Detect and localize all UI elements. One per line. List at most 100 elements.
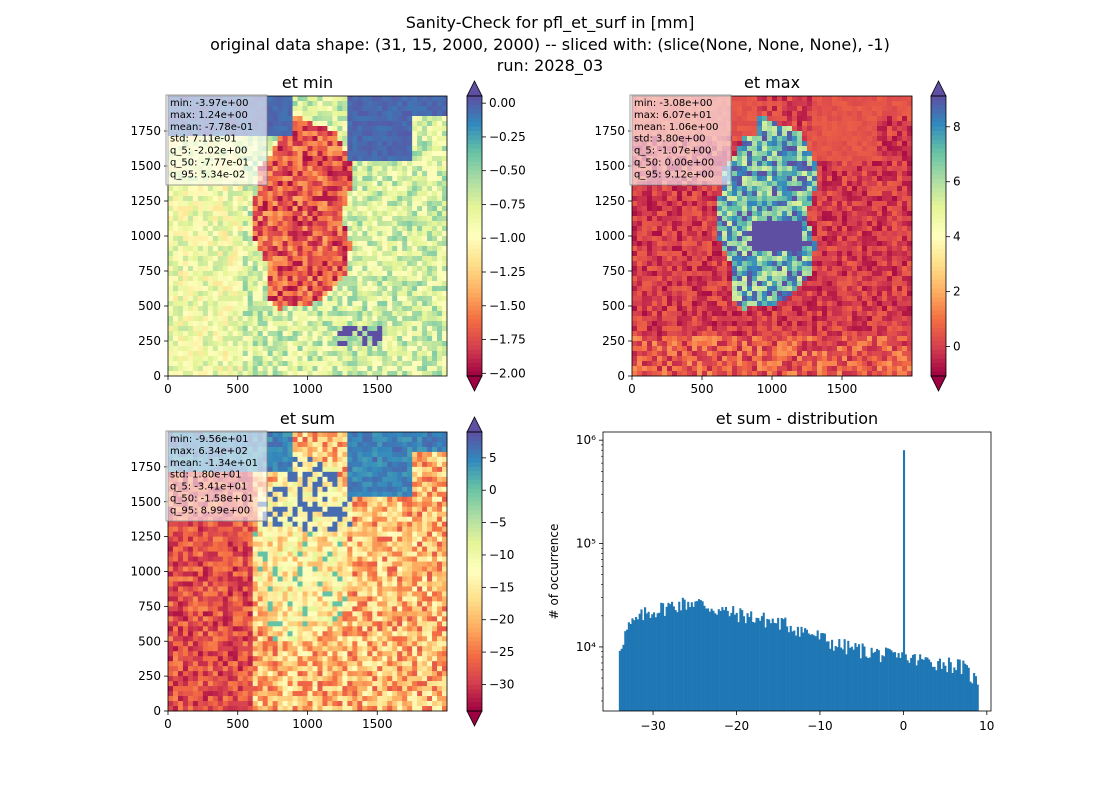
heatmap-cell <box>442 326 448 332</box>
heatmap-cell <box>257 356 264 362</box>
heatmap-cell <box>347 241 353 247</box>
heatmap-cell <box>332 106 338 112</box>
heatmap-cell <box>282 261 288 267</box>
heatmap-cell <box>822 146 828 152</box>
heatmap-cell <box>197 246 204 252</box>
heatmap-cell <box>387 351 393 357</box>
heatmap-cell <box>172 361 179 367</box>
heatmap-cell <box>302 216 308 222</box>
heatmap-cell <box>347 161 353 167</box>
heatmap-cell <box>172 371 179 377</box>
heatmap-cell <box>777 151 783 157</box>
heatmap-cell <box>687 196 693 202</box>
colorbar-segment <box>467 240 482 246</box>
heatmap-cell <box>847 96 853 102</box>
heatmap-cell <box>412 116 418 122</box>
heatmap-cell <box>837 241 843 247</box>
heatmap-cell <box>892 131 898 137</box>
heatmap-cell <box>207 351 214 357</box>
colorbar-segment <box>467 222 482 228</box>
heatmap-cell <box>302 361 308 367</box>
heatmap-cell <box>902 181 908 187</box>
heatmap-cell <box>362 346 368 352</box>
heatmap-cell <box>277 181 283 187</box>
heatmap-cell <box>777 176 783 182</box>
heatmap-cell <box>822 201 828 207</box>
heatmap-cell <box>347 136 353 142</box>
heatmap-cell <box>437 241 443 247</box>
heatmap-cell <box>792 171 798 177</box>
heatmap-cell <box>632 186 638 192</box>
heatmap-cell <box>352 301 358 307</box>
heatmap-cell <box>782 121 788 127</box>
heatmap-cell <box>707 221 713 227</box>
heatmap-cell <box>792 246 798 252</box>
colorbar-extend-max <box>466 80 483 97</box>
heatmap-cell <box>852 166 858 172</box>
heatmap-cell <box>367 331 373 337</box>
heatmap-cell <box>192 246 199 252</box>
heatmap-cell <box>242 351 249 357</box>
heatmap-cell <box>192 316 199 322</box>
heatmap-cell <box>722 186 728 192</box>
heatmap-cell <box>352 311 358 317</box>
heatmap-cell <box>897 241 903 247</box>
heatmap-cell <box>787 201 793 207</box>
heatmap-cell <box>657 196 663 202</box>
heatmap-cell <box>322 201 328 207</box>
heatmap-cell <box>392 146 398 152</box>
heatmap-cell <box>257 216 264 222</box>
heatmap-cell <box>827 111 833 117</box>
heatmap-cell <box>322 296 328 302</box>
heatmap-cell <box>312 231 318 237</box>
heatmap-cell <box>357 226 363 232</box>
heatmap-cell <box>187 216 194 222</box>
heatmap-cell <box>737 131 743 137</box>
heatmap-cell <box>637 246 643 252</box>
heatmap-cell <box>632 231 638 237</box>
heatmap-cell <box>302 246 308 252</box>
heatmap-cell <box>287 316 293 322</box>
heatmap-cell <box>437 326 443 332</box>
heatmap-cell <box>852 106 858 112</box>
heatmap-cell <box>367 101 373 107</box>
heatmap-cell <box>437 286 443 292</box>
heatmap-cell <box>237 301 244 307</box>
heatmap-cell <box>422 251 428 257</box>
heatmap-cell <box>342 271 348 277</box>
heatmap-cell <box>362 156 368 162</box>
heatmap-cell <box>247 321 254 327</box>
heatmap-cell <box>247 281 254 287</box>
heatmap-cell <box>847 196 853 202</box>
heatmap-cell <box>257 291 264 297</box>
heatmap-cell <box>322 191 328 197</box>
heatmap-cell <box>257 271 264 277</box>
heatmap-cell <box>432 96 438 102</box>
heatmap-cell <box>667 186 673 192</box>
heatmap-cell <box>342 246 348 252</box>
heatmap-cell <box>872 246 878 252</box>
heatmap-cell <box>227 271 234 277</box>
heatmap-cell <box>172 311 179 317</box>
heatmap-cell <box>762 236 768 242</box>
heatmap-cell <box>732 231 738 237</box>
heatmap-cell <box>347 291 353 297</box>
heatmap-cell <box>307 126 313 132</box>
heatmap-cell <box>882 126 888 132</box>
heatmap-cell <box>892 186 898 192</box>
heatmap-cell <box>267 301 274 307</box>
heatmap-cell <box>292 321 298 327</box>
heatmap-cell <box>377 256 383 262</box>
heatmap-cell <box>177 341 184 347</box>
heatmap-cell <box>247 336 254 342</box>
heatmap-cell <box>292 226 298 232</box>
heatmap-cell <box>307 171 313 177</box>
heatmap-cell <box>822 116 828 122</box>
heatmap-cell <box>877 121 883 127</box>
heatmap-cell <box>332 281 338 287</box>
heatmap-cell <box>322 306 328 312</box>
heatmap-cell <box>402 151 408 157</box>
heatmap-cell <box>387 281 393 287</box>
heatmap-cell <box>237 221 244 227</box>
heatmap-cell <box>347 196 353 202</box>
